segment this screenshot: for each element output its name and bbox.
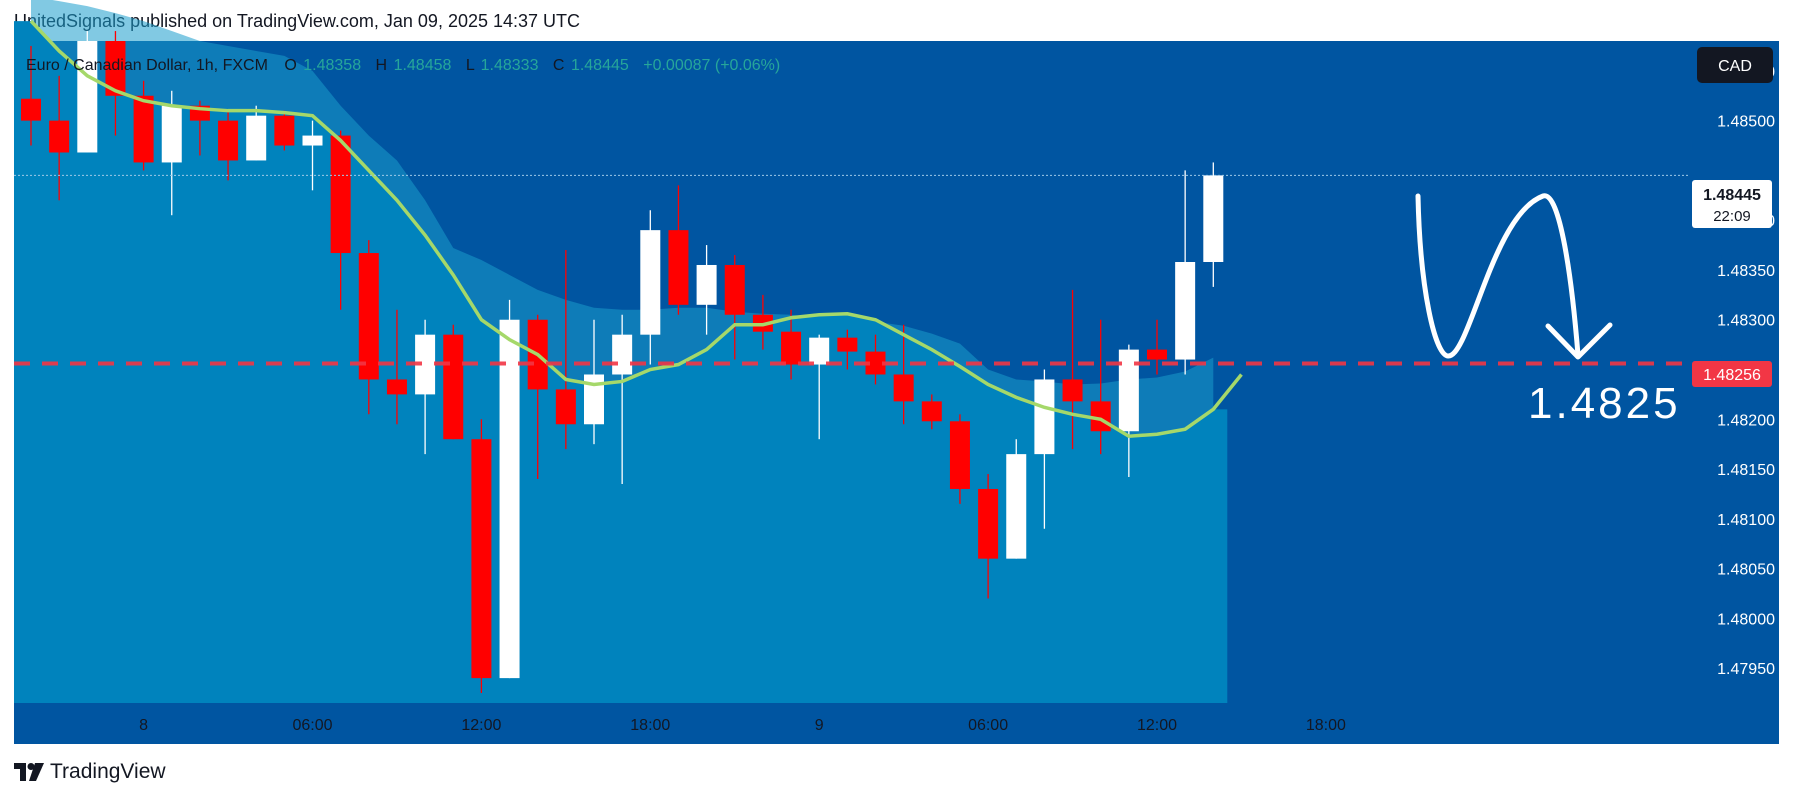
current-price-value: 1.48445 — [1703, 187, 1761, 204]
y-tick-label: 1.48350 — [1717, 263, 1775, 280]
y-tick-label: 1.48300 — [1717, 313, 1775, 330]
bull-candle[interactable] — [415, 334, 436, 395]
bear-candle[interactable] — [555, 389, 576, 425]
ema-line — [29, 19, 1243, 438]
bull-candle[interactable] — [696, 264, 717, 305]
bull-candle[interactable] — [809, 337, 830, 365]
bear-candle[interactable] — [471, 439, 492, 679]
bear-candle[interactable] — [781, 331, 802, 365]
y-tick-label: 1.48500 — [1717, 114, 1775, 131]
bull-candle[interactable] — [161, 105, 182, 163]
x-tick-label: 9 — [815, 717, 824, 734]
bull-candle[interactable] — [584, 374, 604, 425]
y-tick-label: 1.48050 — [1717, 562, 1775, 579]
x-tick-label: 12:00 — [1137, 717, 1177, 734]
y-tick-label: 1.48000 — [1717, 611, 1775, 628]
bull-candle[interactable] — [1118, 349, 1139, 432]
footer-brand[interactable]: TradingView — [14, 760, 166, 784]
bear-candle[interactable] — [668, 230, 689, 305]
bear-candle[interactable] — [386, 379, 407, 395]
bull-candle[interactable] — [499, 319, 520, 679]
tradingview-logo-icon — [14, 763, 44, 781]
ema-area — [14, 21, 1228, 704]
legend-close-value: 1.48445 — [571, 57, 629, 74]
y-tick-label: 1.48100 — [1717, 512, 1775, 529]
y-tick-label: 1.48150 — [1717, 462, 1775, 479]
legend-open-value: 1.48358 — [303, 57, 361, 74]
x-tick-label: 18:00 — [630, 717, 670, 734]
bear-candle[interactable] — [865, 351, 886, 375]
bear-candle[interactable] — [837, 337, 858, 352]
arrow-head-icon — [1545, 322, 1613, 360]
legend-line: Euro / Canadian Dollar, 1h, FXCM O 1.483… — [26, 57, 780, 74]
currency-label: CAD — [1718, 58, 1752, 75]
bear-candle[interactable] — [330, 135, 351, 254]
legend-low-value: 1.48333 — [481, 57, 539, 74]
x-tick-label: 06:00 — [968, 717, 1008, 734]
bull-candle[interactable] — [612, 334, 633, 375]
legend-high-label: H — [376, 57, 388, 74]
bull-candle[interactable] — [77, 41, 98, 153]
countdown-value: 22:09 — [1713, 208, 1751, 225]
bear-candle[interactable] — [133, 95, 154, 163]
y-tick-label: 1.48200 — [1717, 412, 1775, 429]
bear-candle[interactable] — [21, 98, 41, 121]
bear-candle[interactable] — [1062, 379, 1083, 402]
bear-candle[interactable] — [218, 120, 239, 161]
bull-candle[interactable] — [640, 230, 661, 335]
bear-candle[interactable] — [921, 401, 942, 422]
legend-change: +0.00087 (+0.06%) — [643, 57, 780, 74]
bull-candle[interactable] — [1006, 454, 1027, 559]
time-axis-panel[interactable] — [14, 703, 1779, 744]
bear-candle[interactable] — [443, 334, 464, 440]
bear-candle[interactable] — [893, 374, 914, 402]
target-price-value: 1.48256 — [1703, 367, 1761, 384]
target-price-label — [1692, 361, 1772, 387]
x-tick-label: 06:00 — [292, 717, 332, 734]
candles-group — [21, 31, 1224, 694]
bear-candle[interactable] — [358, 253, 379, 380]
annotation-text: 1.4825 — [1528, 379, 1681, 428]
bull-candle[interactable] — [1034, 379, 1055, 455]
footer-brand-text: TradingView — [50, 760, 166, 783]
x-tick-label: 12:00 — [461, 717, 501, 734]
x-tick-label: 18:00 — [1306, 717, 1346, 734]
bear-candle[interactable] — [105, 41, 126, 96]
y-tick-label: 1.47950 — [1717, 661, 1775, 678]
time-axis: 8 06:00 12:00 18:00 9 06:00 12:00 18:00 — [139, 717, 1346, 734]
bull-candle[interactable] — [1203, 175, 1224, 262]
bull-candle[interactable] — [246, 115, 267, 161]
hand-drawn-arrow-icon — [1415, 193, 1581, 359]
legend-high-value: 1.48458 — [394, 57, 452, 74]
bear-candle[interactable] — [274, 115, 295, 146]
ema-band — [31, 0, 1214, 437]
currency-button[interactable] — [1697, 47, 1773, 83]
bear-candle[interactable] — [949, 421, 970, 489]
legend-close-label: C — [553, 57, 565, 74]
bear-candle[interactable] — [49, 120, 70, 153]
legend-open-label: O — [284, 57, 296, 74]
x-tick-label: 8 — [139, 717, 148, 734]
bear-candle[interactable] — [1147, 349, 1167, 360]
legend-low-label: L — [466, 57, 475, 74]
current-price-label — [1692, 180, 1772, 228]
bear-candle[interactable] — [724, 264, 745, 315]
bull-candle[interactable] — [302, 135, 323, 146]
bull-candle[interactable] — [1175, 261, 1196, 360]
bear-candle[interactable] — [978, 488, 999, 559]
legend-symbol: Euro / Canadian Dollar, 1h, FXCM — [26, 57, 268, 74]
